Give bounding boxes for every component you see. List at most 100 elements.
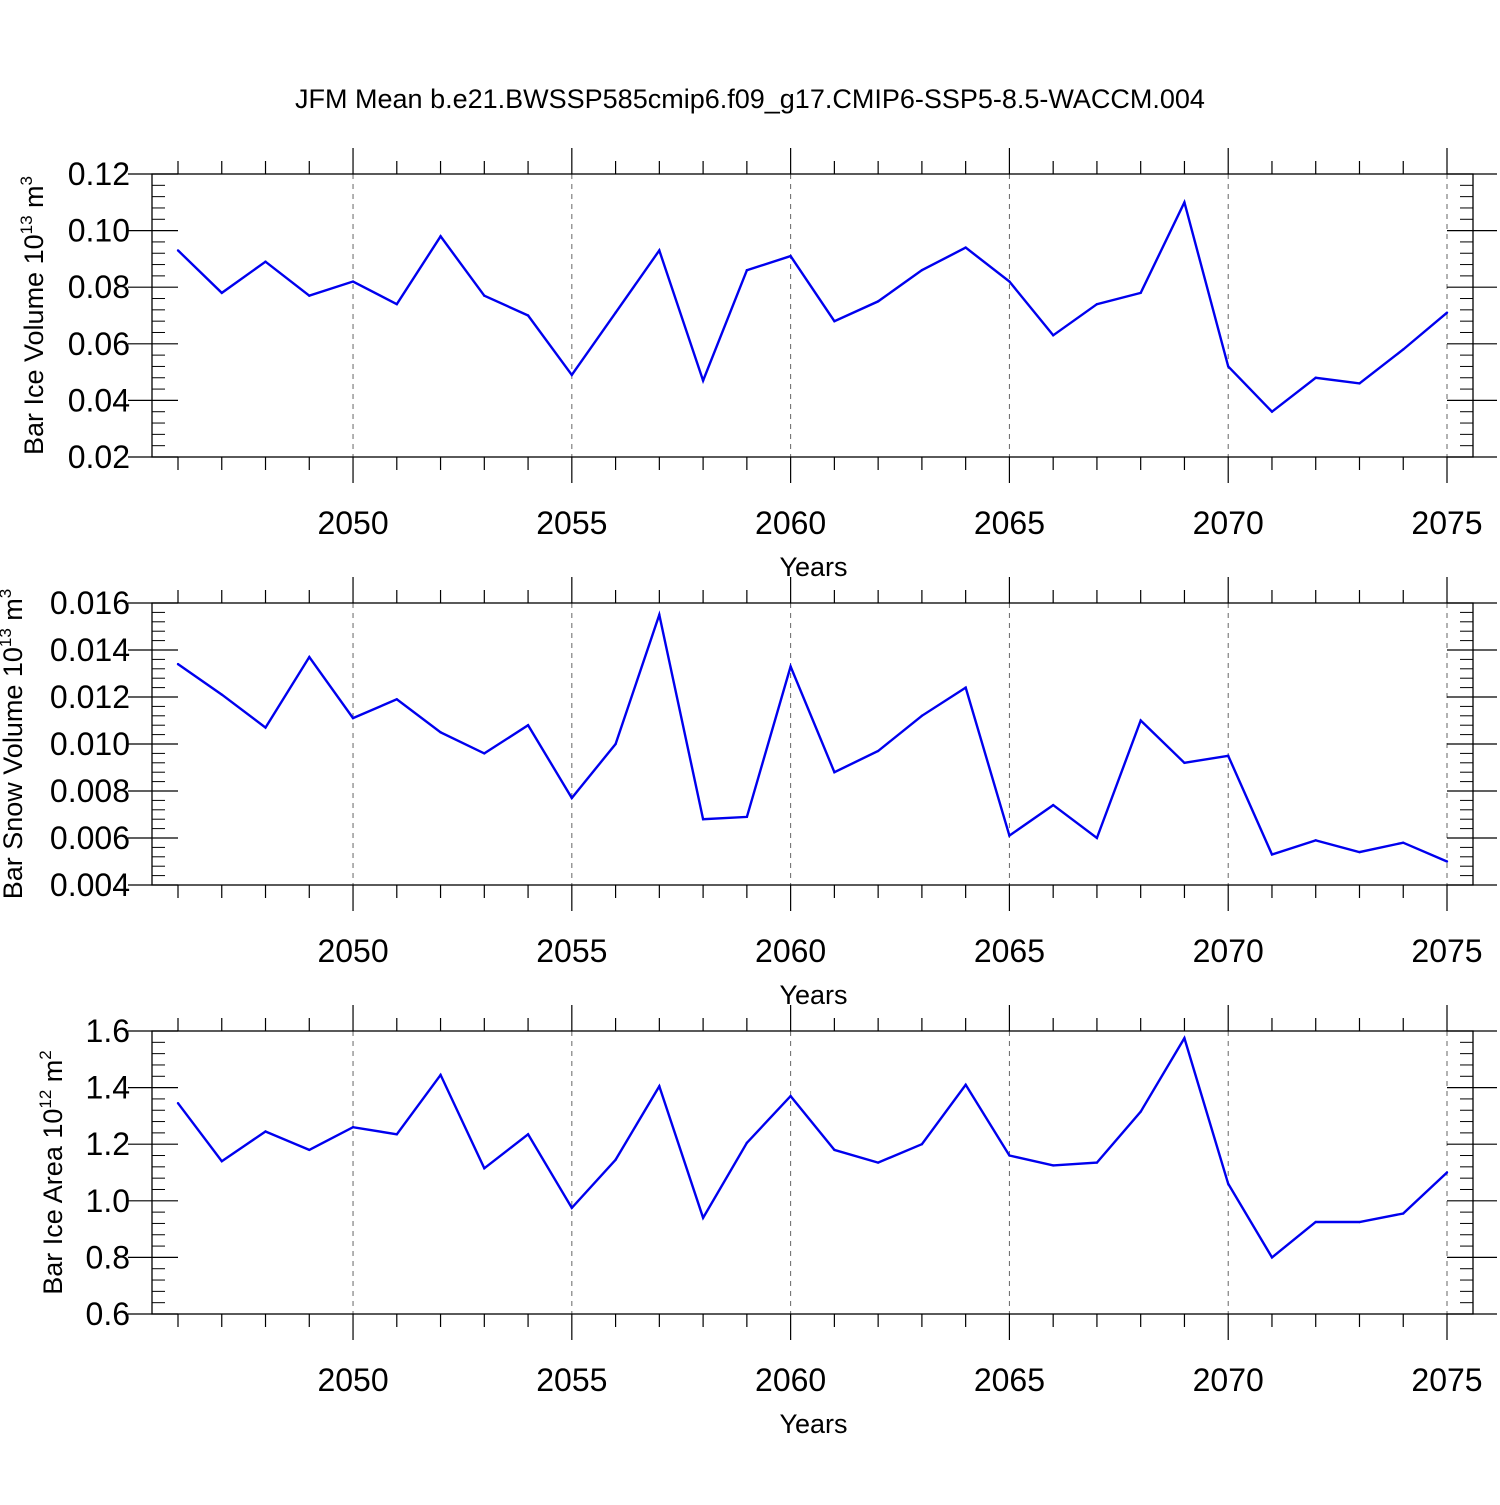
- data-point: [1402, 1212, 1405, 1215]
- data-point: [308, 655, 311, 659]
- y-axis-label: Bar Ice Area 1012 m2: [36, 1050, 68, 1295]
- data-point: [570, 796, 574, 800]
- data-point: [1183, 201, 1186, 204]
- data-point: [964, 246, 967, 249]
- data-point: [1051, 334, 1055, 337]
- data-point: [614, 311, 617, 314]
- x-tick-label: 2060: [755, 505, 826, 541]
- data-point: [701, 1216, 705, 1219]
- data-point: [1358, 382, 1361, 385]
- x-tick-label: 2070: [1193, 505, 1264, 541]
- data-point: [1008, 834, 1011, 837]
- y-tick-label: 0.016: [50, 585, 130, 621]
- data-point: [439, 235, 442, 238]
- y-tick-label: 0.12: [68, 156, 130, 192]
- data-point: [789, 1094, 792, 1098]
- x-tick-label: 2065: [974, 933, 1045, 969]
- data-point: [308, 1148, 311, 1152]
- y-tick-label: 0.02: [68, 439, 130, 475]
- data-point: [395, 302, 398, 306]
- data-point: [308, 294, 311, 297]
- data-point: [745, 1141, 749, 1144]
- data-point: [964, 686, 967, 689]
- x-tick-label: 2055: [536, 505, 607, 541]
- y-tick-label: 1.2: [86, 1126, 130, 1162]
- x-tick-label: 2050: [317, 1362, 388, 1398]
- y-tick-label: 0.010: [50, 726, 130, 762]
- plot-frame: [151, 173, 1474, 458]
- x-axis-label: Years: [779, 1409, 847, 1439]
- data-point: [351, 280, 355, 283]
- series-line: [177, 610, 1448, 863]
- data-point: [658, 613, 661, 616]
- y-tick-label: 0.6: [86, 1296, 130, 1332]
- data-point: [1445, 311, 1449, 314]
- data-point: [439, 731, 442, 734]
- data-point: [570, 1206, 574, 1210]
- data-point: [1095, 302, 1099, 306]
- data-point: [789, 254, 792, 258]
- data-point: [1270, 853, 1274, 856]
- y-axis-label-unit-exponent: 3: [17, 176, 36, 185]
- data-point: [789, 665, 792, 668]
- x-tick-label: 2070: [1193, 933, 1264, 969]
- data-point: [1183, 761, 1186, 764]
- data-point: [1358, 1220, 1361, 1224]
- data-point: [176, 1101, 180, 1105]
- data-point: [220, 291, 223, 295]
- data-point: [1008, 1154, 1011, 1157]
- data-point: [1314, 839, 1317, 842]
- x-tick-label: 2075: [1411, 933, 1482, 969]
- y-tick-label: 0.08: [68, 269, 130, 305]
- data-point: [1358, 850, 1361, 854]
- chart-panel-3: 0.6 0.8 1.0 1.2 1.4 1.6 2050 2055 2060 2065 2070 20…: [36, 1005, 1497, 1439]
- y-tick-label: 0.004: [50, 867, 130, 903]
- x-tick-label: 2065: [974, 1362, 1045, 1398]
- y-axis-label-unit-exponent: 2: [36, 1050, 55, 1059]
- data-point: [264, 260, 267, 263]
- data-point: [876, 1161, 880, 1164]
- data-point: [1227, 754, 1230, 757]
- data-point: [483, 294, 486, 297]
- data-point: [920, 1143, 924, 1146]
- data-point: [964, 1083, 967, 1086]
- y-tick-label: 0.008: [50, 773, 130, 809]
- data-point: [395, 1133, 398, 1136]
- data-point: [483, 1167, 486, 1170]
- y-tick-label: 1.4: [86, 1070, 130, 1106]
- data-point: [745, 269, 749, 272]
- data-point: [876, 749, 880, 753]
- y-tick-label: 1.0: [86, 1183, 130, 1219]
- data-point: [1095, 836, 1099, 840]
- y-axis-label: Bar Ice Volume 1013 m3: [17, 176, 49, 455]
- data-point: [833, 1148, 836, 1152]
- data-point: [1008, 280, 1011, 283]
- y-axis-label-exponent: 13: [0, 628, 15, 647]
- data-point: [351, 716, 355, 720]
- data-point: [220, 693, 223, 696]
- x-tick-label: 2070: [1193, 1362, 1264, 1398]
- data-point: [526, 724, 530, 727]
- y-axis-label-exponent: 13: [17, 215, 36, 234]
- data-point: [658, 249, 661, 252]
- y-tick-label: 0.012: [50, 679, 130, 715]
- data-point: [439, 1073, 442, 1077]
- data-point: [658, 1084, 661, 1088]
- x-tick-label: 2060: [755, 1362, 826, 1398]
- data-point: [701, 379, 705, 382]
- chart-panel-2: 0.004 0.006 0.008 0.010 0.012 0.014 0.016 2050 2…: [0, 577, 1497, 1010]
- y-axis-label-unit-exponent: 3: [0, 589, 15, 598]
- x-axis-label: Years: [779, 552, 847, 582]
- y-axis-label-unit: m: [19, 185, 49, 215]
- x-tick-label: 2075: [1411, 505, 1482, 541]
- data-point: [1139, 719, 1142, 722]
- x-axis-label: Years: [779, 980, 847, 1010]
- y-tick-label: 0.04: [68, 382, 130, 418]
- y-tick-label: 0.8: [86, 1239, 130, 1275]
- data-point: [920, 269, 924, 272]
- y-tick-label: 0.014: [50, 632, 130, 668]
- data-point: [1139, 1110, 1142, 1113]
- data-point: [570, 373, 574, 377]
- data-point: [176, 249, 180, 252]
